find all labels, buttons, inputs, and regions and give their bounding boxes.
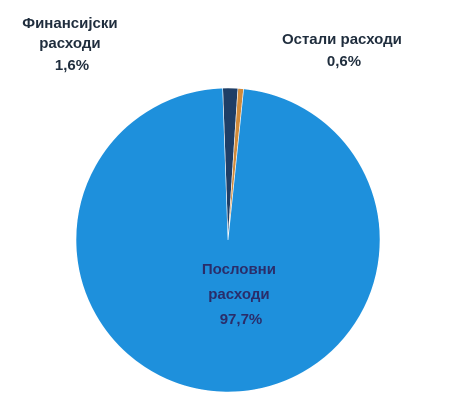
pie-labels: Финансијски расходи 1,6% Остали расходи … [22,15,406,328]
slice-business-expenses [75,87,381,393]
pie-slices [75,87,381,393]
label-business: Пословни расходи 97,7% [202,261,280,328]
label-other: Остали расходи 0,6% [282,31,406,70]
label-financial: Финансијски расходи 1,6% [22,15,121,74]
